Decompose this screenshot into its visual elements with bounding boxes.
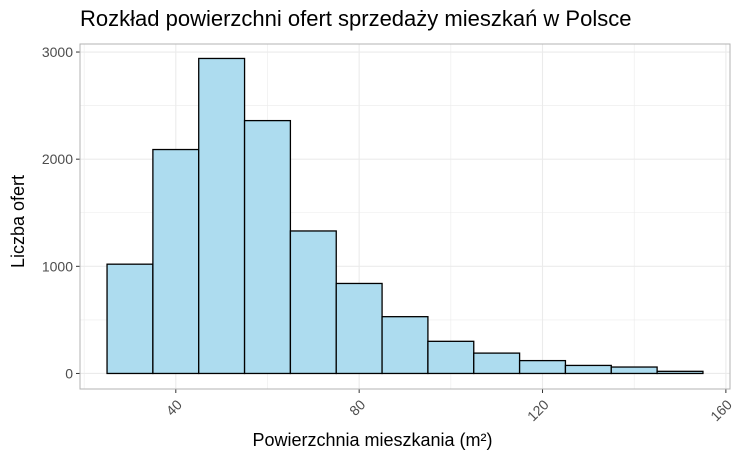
x-tick-label: 160	[707, 396, 735, 424]
histogram-bar	[381, 316, 429, 375]
x-axis-label: Powierzchnia mieszkania (m²)	[252, 430, 493, 450]
histogram-bar	[473, 352, 521, 375]
y-tick-label: 2000	[42, 151, 73, 167]
histogram-bar	[610, 366, 658, 375]
histogram-bar	[427, 340, 475, 375]
histogram-bar	[152, 148, 200, 375]
histogram-bar	[518, 359, 567, 375]
histogram-bar	[656, 370, 704, 375]
histogram-bar	[335, 282, 383, 375]
y-tick-label: 0	[65, 365, 73, 381]
x-tick-label: 120	[524, 396, 552, 424]
y-tick-label: 3000	[42, 44, 73, 60]
histogram-bar	[106, 263, 154, 375]
x-tick-label: 80	[346, 396, 368, 418]
histogram-bar	[243, 119, 292, 375]
histogram-bar	[564, 364, 612, 375]
histogram-bar	[198, 57, 246, 375]
y-tick-label: 1000	[42, 258, 73, 274]
chart-title: Rozkład powierzchni ofert sprzedaży mies…	[80, 6, 632, 31]
x-tick-label: 40	[163, 396, 185, 418]
histogram-bar	[289, 230, 337, 375]
panel-border	[79, 43, 731, 390]
